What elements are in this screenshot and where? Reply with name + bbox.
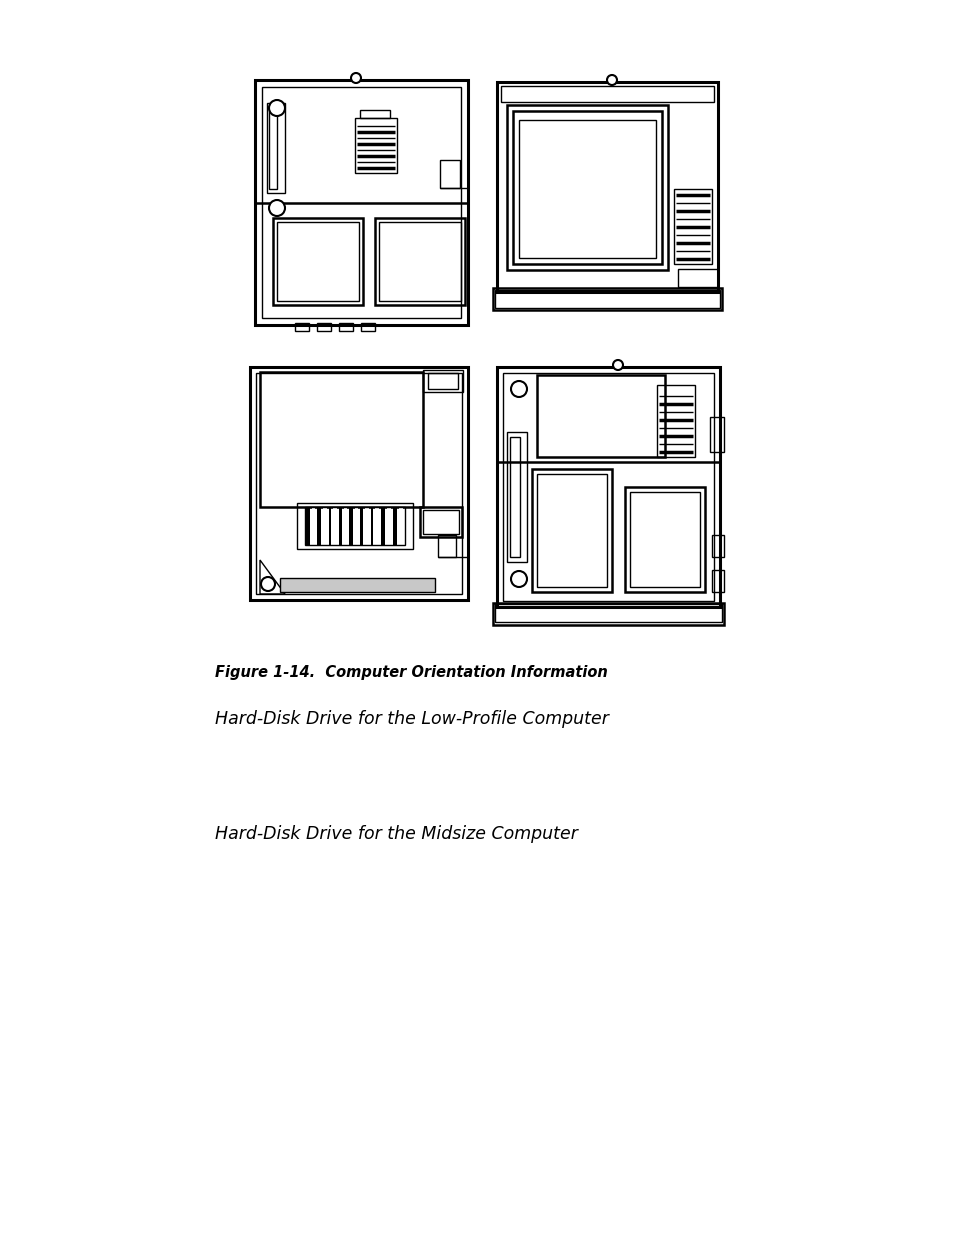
Bar	[437, 535, 456, 557]
Bar	[380, 508, 385, 545]
Bar	[510, 437, 519, 557]
Bar	[506, 105, 667, 270]
Bar	[493, 603, 723, 625]
Bar	[294, 324, 309, 331]
Bar	[537, 375, 664, 457]
Bar	[305, 508, 405, 545]
Text: Figure 1-14.  Computer Orientation Information: Figure 1-14. Computer Orientation Inform…	[214, 664, 607, 680]
Circle shape	[269, 200, 285, 216]
Bar	[439, 161, 459, 188]
Bar	[629, 492, 700, 587]
Bar	[276, 222, 358, 301]
Bar	[537, 474, 606, 587]
Bar	[338, 508, 341, 545]
Bar	[316, 324, 331, 331]
Bar	[323, 508, 327, 545]
Bar	[506, 432, 526, 562]
Bar	[709, 417, 723, 452]
Bar	[254, 80, 468, 325]
Bar	[359, 110, 390, 119]
Circle shape	[511, 382, 526, 396]
Bar	[260, 372, 422, 508]
Circle shape	[269, 100, 285, 116]
Bar	[532, 469, 612, 592]
Bar	[657, 385, 695, 457]
Bar	[624, 487, 704, 592]
Bar	[269, 107, 276, 189]
Bar	[355, 508, 357, 545]
Bar	[500, 86, 713, 103]
Bar	[316, 508, 320, 545]
Bar	[371, 508, 373, 545]
Bar	[338, 324, 353, 331]
Circle shape	[511, 571, 526, 587]
Bar	[393, 508, 396, 545]
Bar	[422, 510, 458, 534]
Bar	[267, 103, 285, 193]
Bar	[262, 86, 460, 317]
Text: Hard-Disk Drive for the Low-Profile Computer: Hard-Disk Drive for the Low-Profile Comp…	[214, 710, 608, 727]
Bar	[502, 373, 713, 601]
Bar	[711, 535, 723, 557]
Bar	[518, 120, 656, 258]
Bar	[673, 189, 711, 264]
Bar	[273, 219, 363, 305]
Bar	[711, 571, 723, 592]
Bar	[344, 508, 347, 545]
Bar	[428, 373, 457, 389]
Bar	[375, 508, 378, 545]
Bar	[329, 508, 331, 545]
Bar	[250, 367, 468, 600]
Bar	[296, 503, 413, 550]
Circle shape	[613, 359, 622, 370]
Bar	[349, 508, 353, 545]
Circle shape	[351, 73, 360, 83]
Bar	[312, 508, 314, 545]
Bar	[678, 269, 718, 287]
Bar	[422, 370, 462, 391]
Circle shape	[606, 75, 617, 85]
Text: Hard-Disk Drive for the Midsize Computer: Hard-Disk Drive for the Midsize Computer	[214, 825, 578, 844]
Bar	[419, 508, 461, 537]
Bar	[375, 219, 464, 305]
Bar	[333, 508, 336, 545]
Bar	[355, 119, 396, 173]
Bar	[378, 222, 460, 301]
Bar	[359, 508, 363, 545]
Bar	[513, 111, 661, 264]
Bar	[495, 604, 721, 622]
Bar	[495, 290, 720, 308]
Bar	[305, 508, 310, 545]
Bar	[360, 324, 375, 331]
Bar	[255, 373, 461, 594]
Bar	[493, 288, 721, 310]
Circle shape	[261, 577, 274, 592]
Bar	[280, 578, 435, 592]
Bar	[387, 508, 391, 545]
Bar	[365, 508, 369, 545]
Bar	[497, 367, 720, 606]
Bar	[398, 508, 402, 545]
Bar	[497, 82, 718, 291]
